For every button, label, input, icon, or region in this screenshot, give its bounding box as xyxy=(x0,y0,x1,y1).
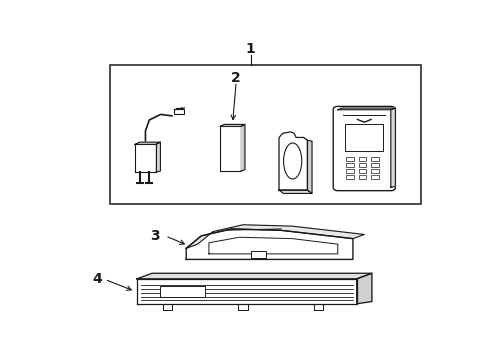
Polygon shape xyxy=(337,108,395,110)
Bar xyxy=(358,163,366,167)
Polygon shape xyxy=(135,144,156,172)
Polygon shape xyxy=(220,125,244,126)
Bar xyxy=(250,251,265,258)
Bar xyxy=(370,175,378,179)
Bar xyxy=(346,175,353,179)
Bar xyxy=(358,169,366,173)
Polygon shape xyxy=(314,304,323,310)
Bar xyxy=(370,169,378,173)
Polygon shape xyxy=(135,142,160,144)
Bar xyxy=(346,163,353,167)
Polygon shape xyxy=(279,132,307,190)
Bar xyxy=(358,157,366,161)
Bar xyxy=(220,126,241,171)
Polygon shape xyxy=(241,125,244,171)
Text: 4: 4 xyxy=(92,273,102,286)
Ellipse shape xyxy=(283,143,301,179)
FancyBboxPatch shape xyxy=(332,107,395,191)
Polygon shape xyxy=(186,229,352,260)
Bar xyxy=(370,157,378,161)
Polygon shape xyxy=(390,108,395,187)
Bar xyxy=(358,175,366,179)
Polygon shape xyxy=(307,140,311,193)
Bar xyxy=(370,163,378,167)
Text: 1: 1 xyxy=(245,42,255,56)
Polygon shape xyxy=(356,273,371,304)
Bar xyxy=(346,169,353,173)
Polygon shape xyxy=(186,225,364,248)
Polygon shape xyxy=(137,273,371,279)
Bar xyxy=(346,157,353,161)
Bar xyxy=(110,66,420,204)
Polygon shape xyxy=(208,237,337,254)
Bar xyxy=(159,286,205,297)
Bar xyxy=(174,109,184,114)
Polygon shape xyxy=(156,142,160,172)
Polygon shape xyxy=(163,304,171,310)
Text: 3: 3 xyxy=(150,229,159,243)
Polygon shape xyxy=(238,304,247,310)
Polygon shape xyxy=(279,190,311,193)
Bar xyxy=(345,123,383,151)
Text: 2: 2 xyxy=(231,71,241,85)
Polygon shape xyxy=(137,279,356,304)
